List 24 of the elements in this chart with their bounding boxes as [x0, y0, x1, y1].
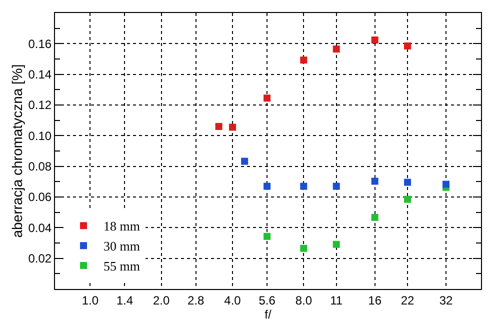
y-tick-label: 0.10: [28, 128, 52, 143]
x-tick-label: 22: [400, 293, 415, 308]
x-tick-label: 32: [439, 293, 453, 308]
x-tick-label: 11: [330, 293, 343, 308]
x-tick-label: 4.0: [224, 293, 242, 308]
y-tick-label: 0.04: [28, 220, 52, 235]
y-tick-label: 0.12: [28, 98, 52, 112]
x-axis-title: f/: [264, 307, 272, 322]
x-tick-label: 5.6: [258, 293, 276, 308]
x-tick-label: 2.0: [152, 293, 170, 308]
x-tick-label: 2.8: [188, 293, 205, 308]
x-tick-label: 1.4: [116, 293, 134, 308]
y-tick-label: 0.02: [28, 252, 52, 266]
legend-label: 55 mm: [104, 258, 140, 274]
x-tick-label: 8.0: [295, 293, 312, 308]
legend-label: 30 mm: [104, 238, 140, 254]
x-tick-label: 16: [368, 293, 382, 308]
x-tick-label: 1.0: [82, 293, 99, 308]
y-tick-label: 0.06: [28, 190, 52, 204]
y-axis-title: aberracja chromatyczna [%]: [8, 64, 25, 238]
y-tick-label: 0.14: [28, 68, 52, 82]
y-tick-label: 0.08: [28, 160, 52, 174]
legend-label: 18 mm: [104, 218, 140, 234]
y-tick-label: 0.16: [28, 36, 52, 51]
